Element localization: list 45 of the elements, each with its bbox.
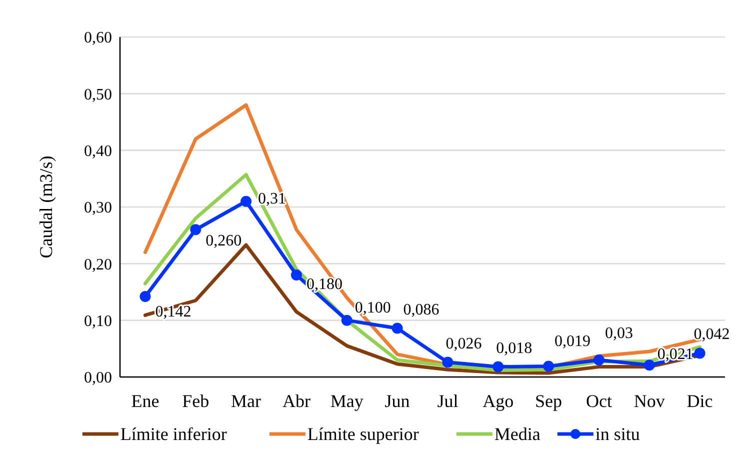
y-tick-label: 0,50 bbox=[84, 86, 112, 104]
data-label: 0,021 bbox=[657, 346, 694, 364]
point bbox=[442, 356, 454, 368]
data-label: 0,260 bbox=[206, 232, 242, 250]
point bbox=[543, 360, 554, 372]
data-label: 0,086 bbox=[403, 301, 440, 318]
x-tick-label: Jul bbox=[437, 391, 458, 411]
x-tick-label: Oct bbox=[586, 391, 612, 411]
x-tick-label: Mar bbox=[231, 391, 262, 411]
point bbox=[694, 348, 706, 359]
point bbox=[240, 196, 252, 207]
x-tick-label: May bbox=[330, 391, 364, 411]
data-label: 0,042 bbox=[694, 326, 730, 344]
y-axis-title: Caudal (m3/s) bbox=[36, 156, 56, 258]
data-label: 0,142 bbox=[155, 304, 192, 321]
y-tick-label: 0,40 bbox=[84, 142, 112, 160]
point bbox=[392, 322, 403, 334]
y-tick-label: 0,60 bbox=[84, 30, 112, 47]
x-tick-label: Abr bbox=[282, 391, 310, 411]
x-tick-label: Ago bbox=[482, 391, 514, 411]
point bbox=[593, 354, 604, 366]
point bbox=[492, 361, 504, 372]
x-tick-label: Ene bbox=[131, 391, 160, 411]
data-label: 0,019 bbox=[554, 333, 591, 350]
legend-label: Límite inferior bbox=[120, 424, 227, 444]
data-label: 0,018 bbox=[496, 340, 532, 357]
x-tick-label: Sep bbox=[535, 391, 562, 411]
point bbox=[644, 360, 655, 371]
legend-label: Límite superior bbox=[307, 424, 419, 444]
legend-label: in situ bbox=[595, 424, 640, 444]
legend-label: Media bbox=[494, 424, 540, 444]
x-tick-label: Dic bbox=[686, 391, 713, 411]
point bbox=[290, 270, 302, 280]
x-tick-label: Feb bbox=[182, 391, 210, 411]
y-tick-label: 0,10 bbox=[84, 312, 112, 330]
point bbox=[140, 291, 151, 302]
y-tick-label: 0,00 bbox=[84, 370, 112, 387]
data-label: 0,026 bbox=[446, 335, 482, 352]
x-tick-label: Nov bbox=[634, 391, 665, 411]
y-tick-label: 0,20 bbox=[84, 256, 112, 274]
point bbox=[341, 314, 352, 326]
point bbox=[190, 224, 202, 236]
data-label: 0,03 bbox=[604, 325, 633, 342]
x-tick-label: Jun bbox=[384, 391, 410, 411]
y-tick-label: 0,30 bbox=[84, 200, 112, 217]
